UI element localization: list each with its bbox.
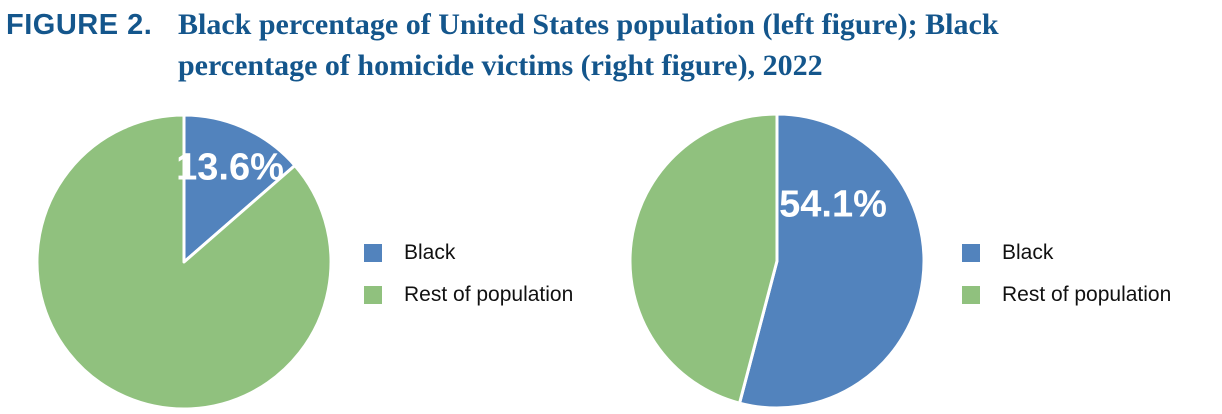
pie-chart-homicide-victims [628, 112, 926, 410]
pie-slice-black [182, 113, 297, 264]
legend-item-rest-of-population: Rest of population [364, 283, 574, 306]
pie-slice-rest-of-population [628, 112, 779, 405]
legend-item-black: Black [364, 241, 573, 264]
legend-label-rest-of-population: Rest of population [1002, 283, 1172, 306]
legend-swatch-black [364, 244, 382, 262]
legend-population: Black Rest of population [364, 241, 574, 328]
figure-number: FIGURE 2. [6, 9, 153, 41]
legend-swatch-rest-of-population [364, 286, 382, 304]
legend-item-black: Black [962, 241, 1171, 264]
figure-title: FIGURE 2. Black percentage of United Sta… [6, 4, 1216, 86]
legend-label-rest-of-population: Rest of population [404, 283, 574, 306]
figure-caption-line-1: Black percentage of United States popula… [178, 8, 999, 41]
legend-swatch-rest-of-population [962, 286, 980, 304]
pie-data-label-homicide-victims: 54.1% [779, 183, 887, 226]
legend-swatch-black [962, 244, 980, 262]
legend-label-black: Black [1002, 241, 1054, 264]
pie-slice-rest-of-population [35, 113, 333, 411]
figure-caption: Black percentage of United States popula… [178, 4, 1216, 86]
pie-slice-black [738, 112, 926, 410]
pie-chart-population [35, 113, 333, 411]
legend-label-black: Black [404, 241, 456, 264]
legend-homicide-victims: Black Rest of population [962, 241, 1172, 328]
legend-item-rest-of-population: Rest of population [962, 283, 1172, 306]
pie-data-label-population: 13.6% [176, 146, 284, 189]
figure-caption-line-2: percentage of homicide victims (right fi… [178, 49, 823, 82]
